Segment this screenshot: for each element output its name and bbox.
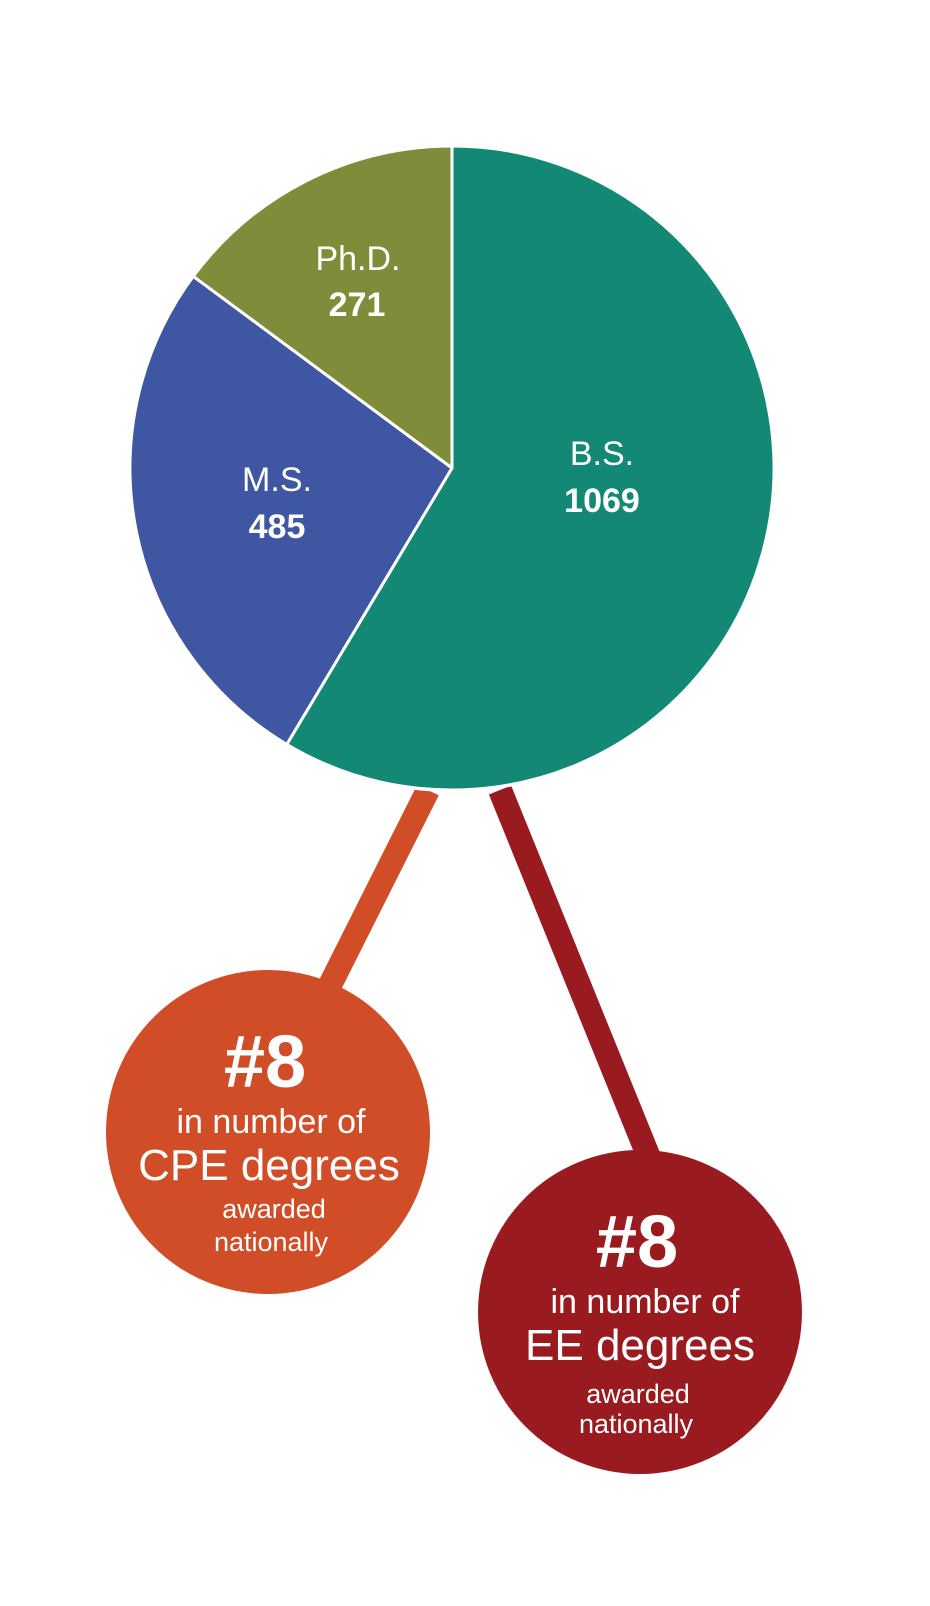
slice-value-bs: 1069 [564,482,640,520]
cpe-line-4: nationally [214,1227,329,1257]
cpe-connector-bar [319,784,439,991]
cpe-line-1: in number of [177,1103,367,1141]
cpe-line-2: CPE degrees [138,1141,400,1190]
cpe-badge-circle [106,970,430,1294]
ee-rank: #8 [596,1200,678,1283]
slice-label-bs: B.S. 1069 [564,435,640,520]
ee-line-3: awarded [586,1379,690,1409]
pie-slice-ms [128,274,454,746]
slice-value-ms: 485 [249,508,306,546]
cpe-rank: #8 [224,1020,306,1103]
ee-rank-badge: #8 in number of EE degrees awarded natio… [478,1150,802,1474]
slice-label-phd: Ph.D. 271 [315,240,400,324]
pie-slice-phd [191,144,454,470]
slice-name-bs: B.S. [570,435,634,473]
cpe-rank-badge: #8 in number of CPE degrees awarded nati… [106,970,430,1294]
slice-name-phd: Ph.D. [315,240,400,278]
ee-connector-bar [488,785,662,1165]
ee-line-2: EE degrees [525,1321,755,1370]
slice-name-ms: M.S. [242,461,312,499]
ee-line-4: nationally [579,1409,694,1439]
slice-label-ms: M.S. 485 [242,461,312,546]
ee-line-1: in number of [551,1283,741,1321]
cpe-line-3: awarded [222,1194,326,1224]
pie-slice-bs [285,144,776,792]
ee-badge-circle [478,1150,802,1474]
degree-pie-chart [128,144,776,792]
slice-value-phd: 271 [329,286,386,324]
